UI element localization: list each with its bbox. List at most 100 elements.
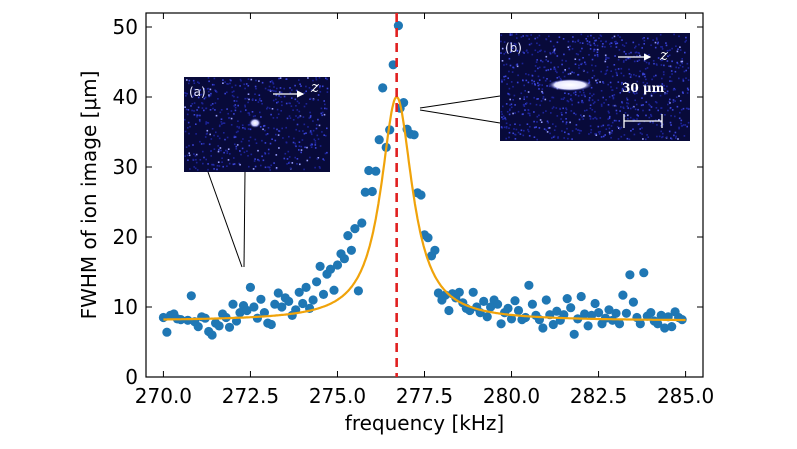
noise-pixel: [589, 107, 592, 110]
noise-pixel: [205, 107, 208, 110]
noise-pixel: [527, 109, 530, 111]
noise-pixel: [655, 63, 658, 65]
noise-pixel: [289, 87, 291, 89]
noise-pixel: [552, 96, 555, 99]
noise-pixel: [624, 112, 627, 114]
noise-pixel: [649, 104, 652, 107]
noise-pixel: [551, 107, 554, 110]
data-point: [308, 295, 318, 305]
noise-pixel: [564, 69, 566, 71]
noise-pixel: [589, 48, 592, 50]
noise-pixel: [326, 87, 329, 90]
noise-pixel: [567, 137, 569, 140]
noise-pixel: [242, 138, 244, 140]
noise-pixel: [595, 134, 598, 136]
noise-pixel: [283, 87, 285, 90]
data-point: [646, 308, 656, 318]
noise-pixel: [600, 35, 603, 37]
noise-pixel: [557, 136, 559, 138]
noise-pixel: [523, 98, 525, 100]
noise-pixel: [212, 107, 214, 110]
noise-pixel: [522, 104, 525, 106]
noise-pixel: [554, 70, 557, 72]
noise-pixel: [546, 78, 548, 80]
noise-pixel: [619, 36, 621, 38]
noise-pixel: [661, 48, 664, 50]
noise-pixel: [515, 43, 517, 46]
noise-pixel: [298, 102, 300, 104]
noise-pixel: [564, 70, 566, 72]
noise-pixel: [533, 120, 535, 123]
noise-pixel: [217, 145, 219, 147]
noise-pixel: [538, 114, 540, 117]
noise-pixel: [312, 99, 315, 101]
noise-pixel: [575, 124, 578, 126]
noise-pixel: [669, 80, 671, 82]
noise-pixel: [549, 100, 551, 102]
noise-pixel: [273, 127, 275, 130]
noise-pixel: [192, 144, 194, 146]
noise-pixel: [255, 142, 258, 144]
noise-pixel: [631, 84, 633, 87]
noise-pixel: [639, 122, 641, 125]
noise-pixel: [196, 115, 198, 118]
noise-pixel: [234, 106, 237, 109]
noise-pixel: [523, 129, 525, 132]
noise-pixel: [620, 67, 623, 70]
noise-pixel: [513, 94, 516, 97]
noise-pixel: [538, 127, 541, 129]
noise-pixel: [589, 92, 591, 95]
noise-pixel: [613, 119, 616, 122]
noise-pixel: [575, 113, 577, 116]
noise-pixel: [231, 94, 234, 97]
noise-pixel: [571, 103, 573, 106]
noise-pixel: [279, 77, 282, 79]
data-point: [493, 299, 503, 309]
noise-pixel: [661, 83, 664, 85]
noise-pixel: [512, 66, 514, 69]
noise-pixel: [664, 114, 666, 116]
noise-pixel: [310, 133, 313, 136]
noise-pixel: [234, 104, 237, 106]
noise-pixel: [309, 111, 311, 114]
noise-pixel: [527, 73, 530, 76]
noise-pixel: [509, 33, 512, 35]
noise-pixel: [584, 109, 586, 112]
noise-pixel: [235, 100, 238, 102]
noise-pixel: [319, 91, 322, 93]
noise-pixel: [309, 144, 312, 147]
noise-pixel: [537, 67, 539, 70]
noise-pixel: [316, 84, 318, 87]
noise-pixel: [300, 85, 302, 87]
noise-pixel: [610, 125, 613, 127]
noise-pixel: [629, 57, 631, 60]
noise-pixel: [682, 124, 685, 126]
noise-pixel: [235, 145, 238, 148]
data-point: [604, 305, 614, 315]
noise-pixel: [647, 136, 649, 138]
noise-pixel: [570, 110, 573, 112]
noise-pixel: [609, 115, 611, 118]
noise-pixel: [562, 107, 564, 110]
noise-pixel: [537, 98, 539, 100]
noise-pixel: [198, 119, 201, 121]
noise-pixel: [642, 37, 644, 40]
noise-pixel: [226, 83, 228, 85]
data-point: [486, 302, 496, 312]
noise-pixel: [527, 91, 530, 93]
noise-pixel: [643, 37, 645, 39]
noise-pixel: [630, 74, 632, 76]
noise-pixel: [545, 38, 548, 41]
noise-pixel: [680, 108, 683, 111]
noise-pixel: [291, 89, 293, 91]
noise-pixel: [589, 44, 592, 47]
noise-pixel: [637, 123, 640, 126]
noise-pixel: [511, 71, 514, 73]
noise-pixel: [199, 89, 201, 91]
noise-pixel: [591, 77, 594, 79]
noise-pixel: [604, 60, 607, 63]
noise-pixel: [522, 35, 524, 37]
noise-pixel: [288, 161, 291, 164]
noise-pixel: [503, 53, 505, 55]
